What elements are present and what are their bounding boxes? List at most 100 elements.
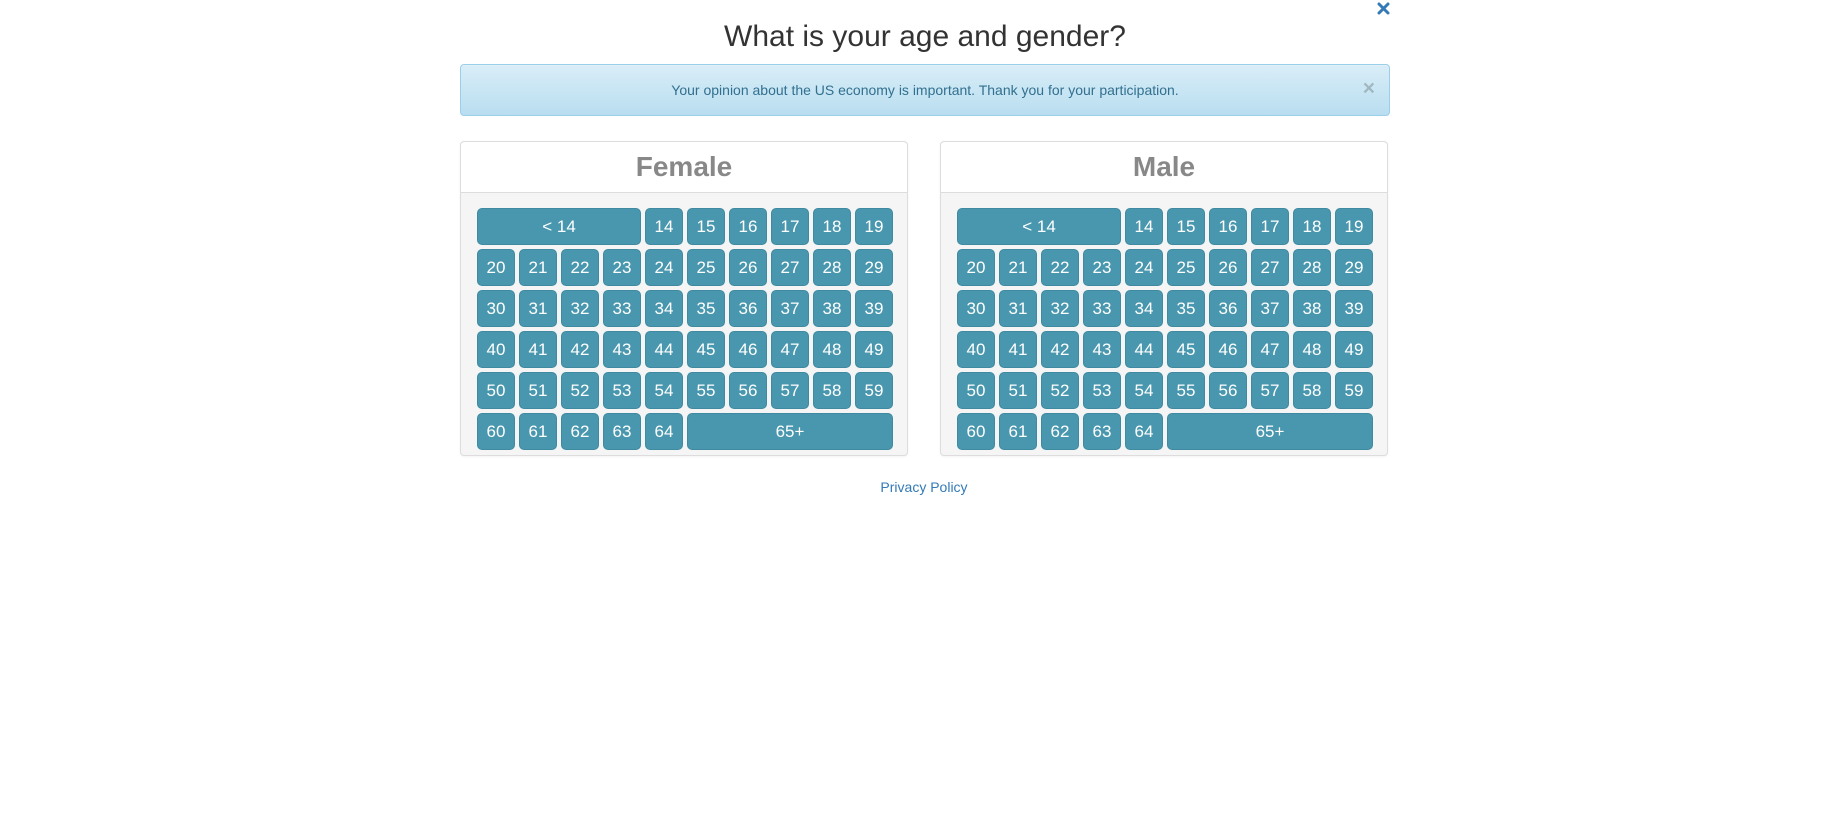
female-age-button-54[interactable]: 54 <box>645 372 683 409</box>
male-age-button-59[interactable]: 59 <box>1335 372 1373 409</box>
male-age-button-65-plus[interactable]: 65+ <box>1167 413 1373 450</box>
male-age-button-47[interactable]: 47 <box>1251 331 1289 368</box>
male-age-button-50[interactable]: 50 <box>957 372 995 409</box>
male-age-button-46[interactable]: 46 <box>1209 331 1247 368</box>
male-age-button-33[interactable]: 33 <box>1083 290 1121 327</box>
female-age-button-24[interactable]: 24 <box>645 249 683 286</box>
female-age-button-64[interactable]: 64 <box>645 413 683 450</box>
female-age-button-21[interactable]: 21 <box>519 249 557 286</box>
male-age-button-20[interactable]: 20 <box>957 249 995 286</box>
male-age-button-18[interactable]: 18 <box>1293 208 1331 245</box>
female-age-button-18[interactable]: 18 <box>813 208 851 245</box>
male-age-button-27[interactable]: 27 <box>1251 249 1289 286</box>
female-age-button-33[interactable]: 33 <box>603 290 641 327</box>
female-age-button-48[interactable]: 48 <box>813 331 851 368</box>
male-age-button-14[interactable]: 14 <box>1125 208 1163 245</box>
close-icon[interactable] <box>1376 0 1390 16</box>
male-age-button-53[interactable]: 53 <box>1083 372 1121 409</box>
female-age-button-32[interactable]: 32 <box>561 290 599 327</box>
female-age-button-23[interactable]: 23 <box>603 249 641 286</box>
alert-dismiss-button[interactable]: × <box>1362 77 1375 100</box>
female-age-button-62[interactable]: 62 <box>561 413 599 450</box>
male-age-button-61[interactable]: 61 <box>999 413 1037 450</box>
female-age-button-52[interactable]: 52 <box>561 372 599 409</box>
male-age-button-37[interactable]: 37 <box>1251 290 1289 327</box>
female-age-button-65-plus[interactable]: 65+ <box>687 413 893 450</box>
male-age-button-52[interactable]: 52 <box>1041 372 1079 409</box>
female-age-button-37[interactable]: 37 <box>771 290 809 327</box>
male-age-button-38[interactable]: 38 <box>1293 290 1331 327</box>
female-age-button-59[interactable]: 59 <box>855 372 893 409</box>
male-age-button-36[interactable]: 36 <box>1209 290 1247 327</box>
male-age-button-32[interactable]: 32 <box>1041 290 1079 327</box>
male-age-button-34[interactable]: 34 <box>1125 290 1163 327</box>
male-age-button-30[interactable]: 30 <box>957 290 995 327</box>
male-age-button-25[interactable]: 25 <box>1167 249 1205 286</box>
male-age-button-22[interactable]: 22 <box>1041 249 1079 286</box>
female-age-button-25[interactable]: 25 <box>687 249 725 286</box>
male-age-button-39[interactable]: 39 <box>1335 290 1373 327</box>
female-age-button-27[interactable]: 27 <box>771 249 809 286</box>
male-age-button-40[interactable]: 40 <box>957 331 995 368</box>
female-age-button-57[interactable]: 57 <box>771 372 809 409</box>
male-age-button-21[interactable]: 21 <box>999 249 1037 286</box>
female-age-button-34[interactable]: 34 <box>645 290 683 327</box>
female-age-button-47[interactable]: 47 <box>771 331 809 368</box>
male-age-button-15[interactable]: 15 <box>1167 208 1205 245</box>
female-age-button-41[interactable]: 41 <box>519 331 557 368</box>
female-age-button-14[interactable]: 14 <box>645 208 683 245</box>
female-age-button-51[interactable]: 51 <box>519 372 557 409</box>
female-age-button-43[interactable]: 43 <box>603 331 641 368</box>
female-age-button-60[interactable]: 60 <box>477 413 515 450</box>
female-age-button-26[interactable]: 26 <box>729 249 767 286</box>
female-age-button-55[interactable]: 55 <box>687 372 725 409</box>
male-age-button-44[interactable]: 44 <box>1125 331 1163 368</box>
male-age-button-24[interactable]: 24 <box>1125 249 1163 286</box>
male-age-button-58[interactable]: 58 <box>1293 372 1331 409</box>
male-age-button-19[interactable]: 19 <box>1335 208 1373 245</box>
female-age-button-39[interactable]: 39 <box>855 290 893 327</box>
male-age-button-55[interactable]: 55 <box>1167 372 1205 409</box>
female-age-button-40[interactable]: 40 <box>477 331 515 368</box>
male-age-button-42[interactable]: 42 <box>1041 331 1079 368</box>
male-age-button-29[interactable]: 29 <box>1335 249 1373 286</box>
female-age-button-16[interactable]: 16 <box>729 208 767 245</box>
female-age-button-44[interactable]: 44 <box>645 331 683 368</box>
female-age-button-28[interactable]: 28 <box>813 249 851 286</box>
female-age-button-36[interactable]: 36 <box>729 290 767 327</box>
male-age-button-16[interactable]: 16 <box>1209 208 1247 245</box>
female-age-button-19[interactable]: 19 <box>855 208 893 245</box>
male-age-button-35[interactable]: 35 <box>1167 290 1205 327</box>
male-age-button-49[interactable]: 49 <box>1335 331 1373 368</box>
male-age-button-23[interactable]: 23 <box>1083 249 1121 286</box>
female-age-button-15[interactable]: 15 <box>687 208 725 245</box>
female-age-button-22[interactable]: 22 <box>561 249 599 286</box>
female-age-button-38[interactable]: 38 <box>813 290 851 327</box>
male-age-button-43[interactable]: 43 <box>1083 331 1121 368</box>
privacy-policy-link[interactable]: Privacy Policy <box>880 479 968 495</box>
male-age-button-17[interactable]: 17 <box>1251 208 1289 245</box>
female-age-button-35[interactable]: 35 <box>687 290 725 327</box>
female-age-button-42[interactable]: 42 <box>561 331 599 368</box>
male-age-button-62[interactable]: 62 <box>1041 413 1079 450</box>
female-age-button-under-14[interactable]: < 14 <box>477 208 641 245</box>
female-age-button-63[interactable]: 63 <box>603 413 641 450</box>
female-age-button-46[interactable]: 46 <box>729 331 767 368</box>
male-age-button-54[interactable]: 54 <box>1125 372 1163 409</box>
female-age-button-20[interactable]: 20 <box>477 249 515 286</box>
male-age-button-45[interactable]: 45 <box>1167 331 1205 368</box>
female-age-button-50[interactable]: 50 <box>477 372 515 409</box>
male-age-button-63[interactable]: 63 <box>1083 413 1121 450</box>
male-age-button-28[interactable]: 28 <box>1293 249 1331 286</box>
female-age-button-49[interactable]: 49 <box>855 331 893 368</box>
male-age-button-31[interactable]: 31 <box>999 290 1037 327</box>
female-age-button-45[interactable]: 45 <box>687 331 725 368</box>
female-age-button-61[interactable]: 61 <box>519 413 557 450</box>
male-age-button-48[interactable]: 48 <box>1293 331 1331 368</box>
female-age-button-29[interactable]: 29 <box>855 249 893 286</box>
male-age-button-41[interactable]: 41 <box>999 331 1037 368</box>
male-age-button-26[interactable]: 26 <box>1209 249 1247 286</box>
male-age-button-56[interactable]: 56 <box>1209 372 1247 409</box>
male-age-button-60[interactable]: 60 <box>957 413 995 450</box>
female-age-button-56[interactable]: 56 <box>729 372 767 409</box>
